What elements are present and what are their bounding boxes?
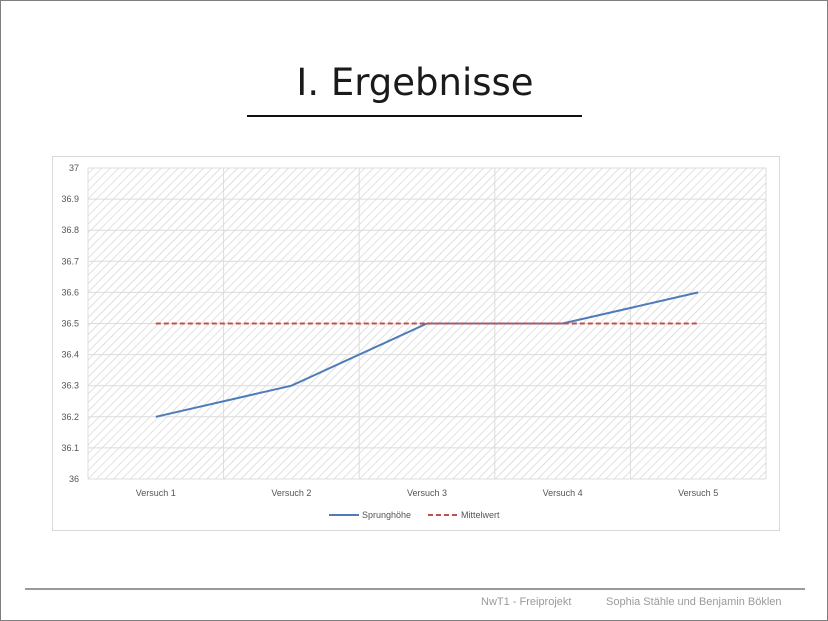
x-axis-ticks: Versuch 1 Versuch 2 Versuch 3 Versuch 4 Vers… — [136, 488, 718, 498]
footer-divider — [25, 588, 805, 590]
chart-frame: 36 36.1 36.2 36.3 36.4 36.5 36.6 36.7 36.8 36.9 37… — [52, 156, 780, 531]
x-tick-label: Versuch 2 — [271, 488, 311, 498]
y-tick-label: 36.5 — [61, 319, 79, 329]
slide-title: I. Ergebnisse — [296, 61, 534, 104]
title-underline — [247, 115, 582, 117]
y-tick-label: 36.6 — [61, 287, 79, 297]
line-chart: 36 36.1 36.2 36.3 36.4 36.5 36.6 36.7 36.8 36.9 37… — [61, 163, 767, 520]
footer-course: NwT1 - Freiprojekt — [481, 596, 572, 608]
y-tick-label: 36.8 — [61, 225, 79, 235]
x-tick-label: Versuch 1 — [136, 488, 176, 498]
y-tick-label: 36.7 — [61, 256, 79, 266]
footer-authors: Sophia Stähle und Benjamin Böklen — [606, 596, 782, 608]
x-tick-label: Versuch 3 — [407, 488, 447, 498]
y-tick-label: 36.9 — [61, 194, 79, 204]
legend-label: Sprunghöhe — [362, 510, 411, 520]
legend-label: Mittelwert — [461, 510, 500, 520]
series-layer — [155, 291, 699, 418]
y-tick-label: 36.1 — [61, 443, 79, 453]
y-tick-label: 37 — [69, 163, 79, 173]
y-axis-ticks: 36 36.1 36.2 36.3 36.4 36.5 36.6 36.7 36.8 36.9 37 — [61, 163, 79, 484]
x-tick-label: Versuch 4 — [543, 488, 583, 498]
y-tick-label: 36 — [69, 474, 79, 484]
x-tick-label: Versuch 5 — [678, 488, 718, 498]
series-line-Sprunghöhe — [155, 291, 699, 418]
y-tick-label: 36.2 — [61, 412, 79, 422]
y-tick-label: 36.4 — [61, 350, 79, 360]
legend: Sprunghöhe Mittelwert — [329, 510, 500, 520]
y-tick-label: 36.3 — [61, 381, 79, 391]
